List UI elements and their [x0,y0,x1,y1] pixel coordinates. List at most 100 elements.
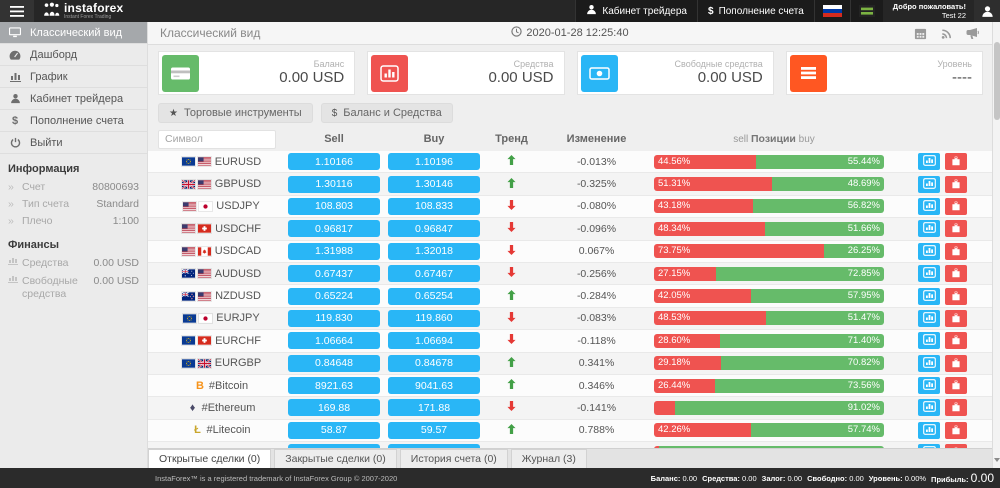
trade-bag-button[interactable] [945,309,967,327]
buy-price-button[interactable]: 1.06694 [388,332,480,350]
trend-up-icon [507,155,516,168]
positions-buy-segment: 71.40% [719,333,884,348]
positions-buy-segment: 57.74% [751,423,884,438]
open-chart-button[interactable] [918,309,940,327]
positions-sell-segment: 42.05% [654,289,751,304]
bag-icon [951,378,961,393]
symbol-cell[interactable]: GBPUSD [158,178,284,190]
open-chart-button[interactable] [918,332,940,350]
hamburger-menu-icon[interactable] [0,0,34,22]
open-chart-button[interactable] [918,265,940,283]
buy-price-button[interactable]: 59.57 [388,421,480,439]
green-equals-icon[interactable] [849,0,883,22]
symbol-cell[interactable]: USDCHF [158,223,284,235]
symbol-cell[interactable]: Ł #Litecoin [158,424,284,436]
open-chart-button[interactable] [918,242,940,260]
buy-price-button[interactable]: 0.84678 [388,354,480,372]
rss-icon[interactable] [940,27,953,40]
tab-account-history[interactable]: История счета (0) [399,449,508,468]
vertical-scrollbar[interactable] [992,22,1000,468]
trade-bag-button[interactable] [945,242,967,260]
buy-price-button[interactable]: 1.32018 [388,242,480,260]
russian-flag-icon[interactable] [813,0,850,22]
symbol-cell[interactable]: USDCAD [158,245,284,257]
trade-bag-button[interactable] [945,287,967,305]
sidebar-item-classic-view[interactable]: Классический вид [0,22,147,44]
trader-cabinet-button[interactable]: Кабинет трейдера [575,0,697,22]
chart-icon [0,72,30,82]
sidebar-item-chart[interactable]: График [0,66,147,88]
sell-price-button[interactable]: 1.06664 [288,332,380,350]
megaphone-icon[interactable] [966,27,980,40]
scrollbar-thumb[interactable] [994,42,1000,120]
trade-bag-button[interactable] [945,197,967,215]
symbol-search-input[interactable] [158,129,276,149]
symbol-cell[interactable]: USDJPY [158,200,284,212]
sell-price-button[interactable]: 1.30116 [288,175,380,193]
sidebar-item-dashboard[interactable]: Дашборд [0,44,147,66]
footer-bar: InstaForex™ is a registered trademark of… [0,468,1000,488]
sell-price-button[interactable]: 108.803 [288,197,380,215]
sell-price-button[interactable]: 0.84648 [288,354,380,372]
trade-bag-button[interactable] [945,265,967,283]
main-panel: Классический вид 2020-01-28 12:25:40 Бал… [148,22,992,468]
trade-bag-button[interactable] [945,377,967,395]
buy-price-button[interactable]: 0.67467 [388,265,480,283]
symbol-cell[interactable]: EURJPY [158,312,284,324]
trade-bag-button[interactable] [945,220,967,238]
buy-price-button[interactable]: 0.96847 [388,220,480,238]
balance-funds-button[interactable]: $ Баланс и Средства [320,103,453,123]
symbol-cell[interactable]: ♦ #Ethereum [158,402,284,414]
sell-price-button[interactable]: 0.96817 [288,220,380,238]
symbol-cell[interactable]: B #Bitcoin [158,380,284,392]
trade-bag-button[interactable] [945,399,967,417]
open-chart-button[interactable] [918,377,940,395]
sell-price-button[interactable]: 58.87 [288,421,380,439]
deposit-button[interactable]: $ Пополнение счета [697,0,814,22]
trade-bag-button[interactable] [945,153,967,171]
trade-bag-button[interactable] [945,354,967,372]
symbol-cell[interactable]: NZDUSD [158,290,284,302]
open-chart-button[interactable] [918,175,940,193]
buy-price-button[interactable]: 108.833 [388,197,480,215]
tab-open-trades[interactable]: Открытые сделки (0) [148,449,272,468]
calendar-icon[interactable] [914,27,927,40]
buy-price-button[interactable]: 119.860 [388,309,480,327]
symbol-cell[interactable]: EURUSD [158,156,284,168]
trade-bag-button[interactable] [945,175,967,193]
sell-price-button[interactable]: 119.830 [288,309,380,327]
buy-price-button[interactable]: 9041.63 [388,377,480,395]
open-chart-button[interactable] [918,153,940,171]
buy-price-button[interactable]: 171.88 [388,399,480,417]
trading-instruments-button[interactable]: ★ Торговые инструменты [158,103,313,123]
sidebar-item-trader-cabinet[interactable]: Кабинет трейдера [0,88,147,110]
open-chart-button[interactable] [918,399,940,417]
sell-price-button[interactable]: 1.31988 [288,242,380,260]
user-avatar-icon[interactable] [974,0,1000,22]
sell-price-button[interactable]: 1.10166 [288,153,380,171]
sell-price-button[interactable]: 8921.63 [288,377,380,395]
trade-bag-button[interactable] [945,332,967,350]
sell-price-button[interactable]: 0.65224 [288,287,380,305]
tab-closed-trades[interactable]: Закрытые сделки (0) [274,449,397,468]
buy-price-button[interactable]: 1.30146 [388,175,480,193]
buy-price-button[interactable]: 1.10196 [388,153,480,171]
trade-bag-button[interactable] [945,421,967,439]
scrollbar-down-arrow[interactable] [994,458,1000,462]
open-chart-button[interactable] [918,354,940,372]
sidebar-item-logout[interactable]: Выйти [0,132,147,154]
open-chart-button[interactable] [918,197,940,215]
tab-journal[interactable]: Журнал (3) [510,449,587,468]
positions-bar: 48.34% 51.66% [654,221,884,236]
sidebar-item-deposit[interactable]: $ Пополнение счета [0,110,147,132]
buy-price-button[interactable]: 0.65254 [388,287,480,305]
open-chart-button[interactable] [918,220,940,238]
sell-price-button[interactable]: 0.67437 [288,265,380,283]
symbol-cell[interactable]: EURCHF [158,335,284,347]
gb-flag-icon [196,357,212,369]
sell-price-button[interactable]: 169.88 [288,399,380,417]
open-chart-button[interactable] [918,287,940,305]
symbol-cell[interactable]: AUDUSD [158,268,284,280]
symbol-cell[interactable]: EURGBP [158,357,284,369]
open-chart-button[interactable] [918,421,940,439]
